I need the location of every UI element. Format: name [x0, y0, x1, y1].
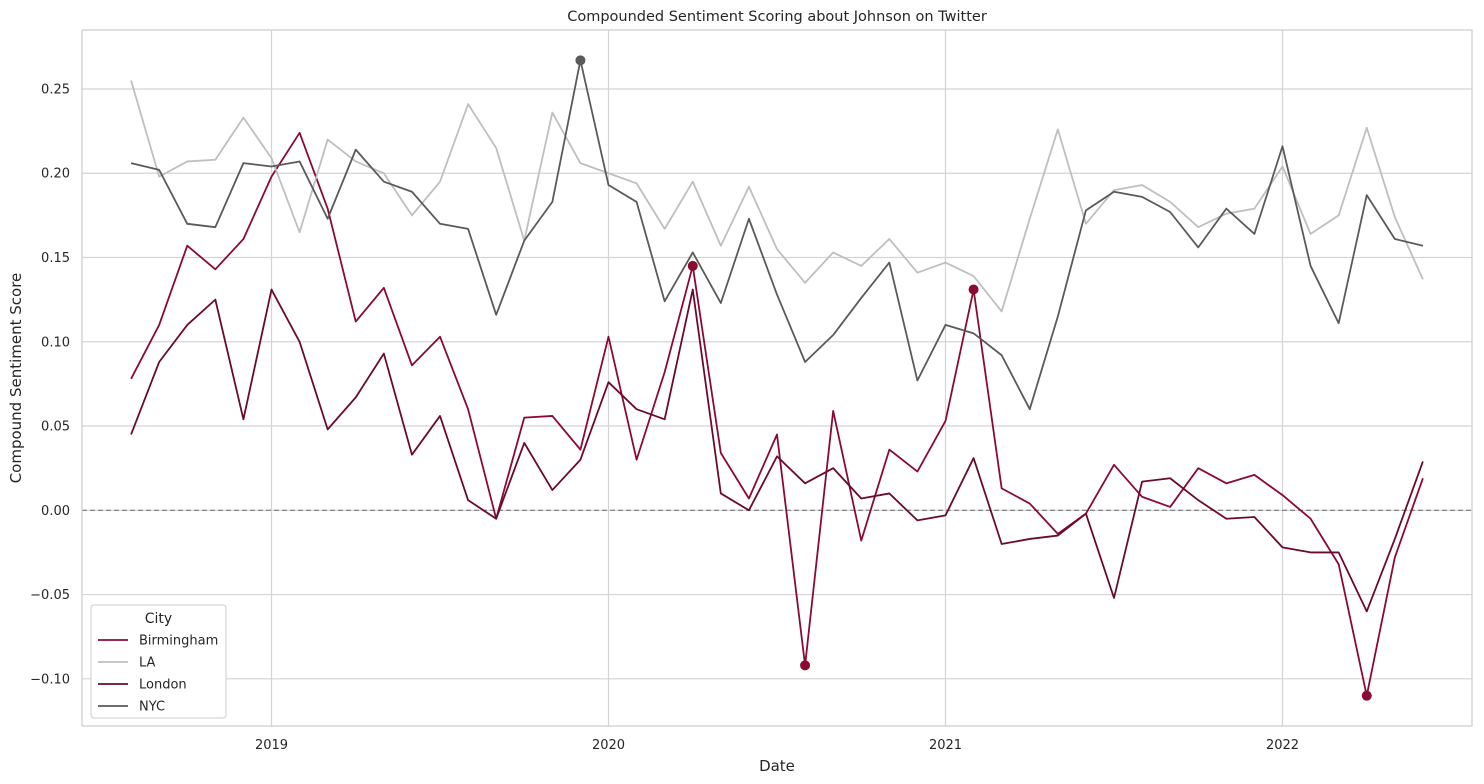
tick-label-layer: 0.25 0.20 0.15 0.10 0.05 0.00 −0.05 −0.10 2019 20…: [30, 82, 1299, 753]
series-line-london: [130, 288, 1424, 613]
marker-birmingham: [800, 660, 811, 671]
legend-box: [90, 604, 227, 719]
legend-title: City: [145, 611, 172, 627]
marker-nyc: [575, 55, 586, 66]
x-tick-label: 2022: [1266, 738, 1299, 753]
legend-label: London: [139, 678, 187, 693]
series-line-la: [130, 80, 1424, 313]
legend: City Birmingham LA London NYC: [90, 604, 227, 719]
series-layer: [130, 59, 1424, 697]
marker-birmingham: [968, 284, 979, 295]
y-tick-label: 0.15: [41, 251, 70, 266]
x-tick-label: 2020: [592, 738, 625, 753]
marker-birmingham: [687, 260, 698, 271]
series-line-birmingham: [130, 131, 1424, 697]
chart-title: Compounded Sentiment Scoring about Johns…: [567, 9, 987, 25]
plot-frame: [81, 29, 1473, 727]
marker-birmingham: [1361, 690, 1372, 701]
y-tick-label: 0.00: [41, 504, 70, 519]
x-axis-label: Date: [759, 757, 795, 775]
y-tick-label: 0.05: [41, 420, 70, 435]
y-axis-label: Compound Sentiment Score: [7, 273, 25, 484]
x-tick-label: 2021: [929, 738, 962, 753]
y-tick-label: −0.10: [30, 672, 70, 687]
y-tick-label: 0.25: [41, 82, 70, 97]
series-line-nyc: [130, 59, 1424, 411]
y-tick-label: 0.10: [41, 335, 70, 350]
y-tick-label: 0.20: [41, 167, 70, 182]
marker-layer: [575, 55, 1372, 701]
y-tick-label: −0.05: [30, 588, 70, 603]
x-tick-label: 2019: [255, 738, 288, 753]
legend-label: LA: [139, 656, 156, 671]
legend-items: Birmingham LA London NYC: [98, 634, 218, 715]
legend-label: NYC: [139, 700, 165, 715]
legend-label: Birmingham: [139, 634, 218, 649]
grid-layer: [82, 30, 1472, 726]
